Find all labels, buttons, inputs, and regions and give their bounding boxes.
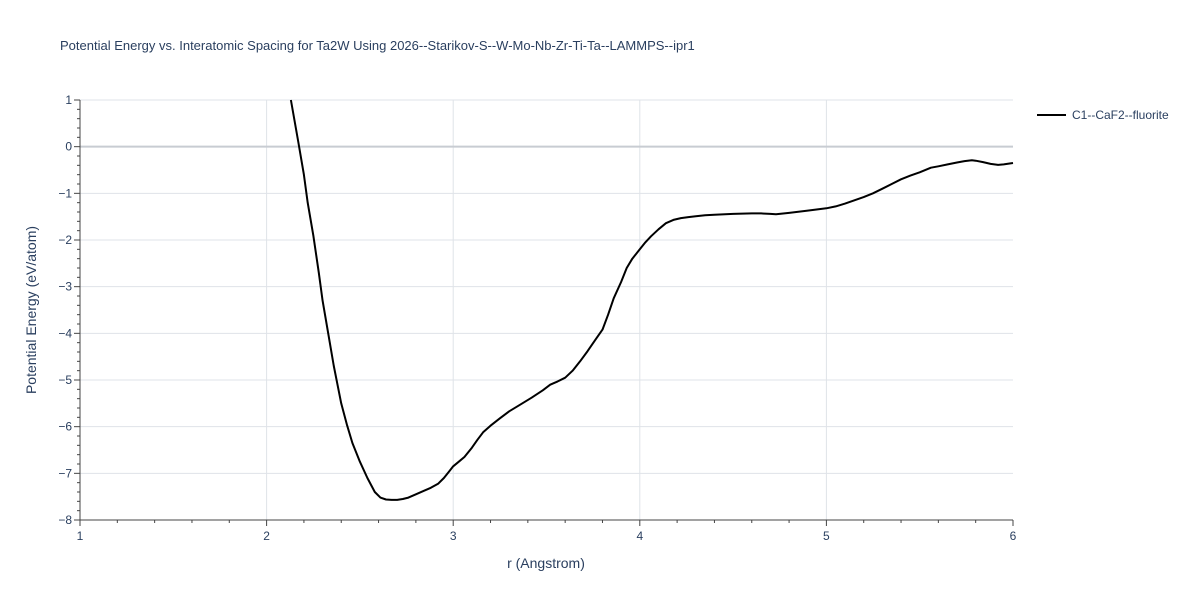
x-tick-label: 1 <box>77 529 84 543</box>
y-tick-label: −6 <box>58 420 72 434</box>
legend[interactable]: C1--CaF2--fluorite <box>1037 108 1169 122</box>
y-axis: 1 0 −1 −2 −3 −4 −5 −6 −7 −8 <box>58 93 81 527</box>
y-tick-label: −8 <box>58 513 72 527</box>
x-tick-label: 3 <box>450 529 457 543</box>
y-tick-label: −5 <box>58 373 72 387</box>
chart-title: Potential Energy vs. Interatomic Spacing… <box>60 38 695 53</box>
y-tick-label: −2 <box>58 233 72 247</box>
x-tick-label: 5 <box>823 529 830 543</box>
x-axis-title: r (Angstrom) <box>507 555 585 571</box>
y-tick-label: −1 <box>58 186 72 200</box>
x-tick-label: 2 <box>263 529 270 543</box>
legend-label[interactable]: C1--CaF2--fluorite <box>1072 108 1169 122</box>
y-tick-label: −4 <box>58 326 72 340</box>
x-tick-label: 4 <box>636 529 643 543</box>
x-axis: 1 2 3 4 5 6 <box>77 519 1017 543</box>
series-line <box>289 99 1014 501</box>
grid <box>80 99 1013 520</box>
y-tick-label: −3 <box>58 280 72 294</box>
y-tick-label: −7 <box>58 466 72 480</box>
x-tick-label: 6 <box>1010 529 1017 543</box>
plot-area <box>289 99 1014 501</box>
y-tick-label: 0 <box>65 140 72 154</box>
y-tick-label: 1 <box>65 93 72 107</box>
y-axis-title: Potential Energy (eV/atom) <box>23 226 39 394</box>
